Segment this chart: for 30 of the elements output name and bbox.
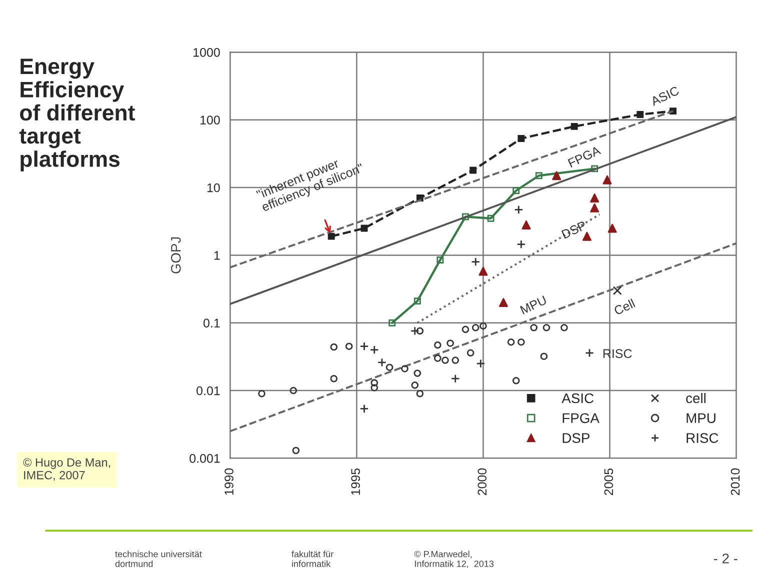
x-tick-label: 2005 <box>604 468 614 496</box>
legend-label: ASIC <box>562 393 594 404</box>
legend-label: DSP <box>562 433 590 443</box>
legend-label: FPGA <box>562 413 600 424</box>
y-axis-title: GOPJ <box>170 237 181 274</box>
annotation: ASIC <box>650 86 680 106</box>
x-tick-label: 1995 <box>351 468 360 495</box>
text: - 2 - <box>714 554 738 564</box>
annotation: MPU <box>520 296 547 314</box>
x-tick-label: 2000 <box>478 468 487 496</box>
y-tick-label: 1 <box>214 251 220 260</box>
text: technische universität dortmund <box>115 550 202 567</box>
x-tick-label: 2010 <box>730 468 740 496</box>
text: fakultät für informatik <box>292 550 334 567</box>
y-tick-label: 0.001 <box>190 454 220 463</box>
legend-label: RISC <box>686 433 718 443</box>
text: Energy Efficiency of different target platforms <box>19 58 135 172</box>
text: © Hugo De Man, IMEC, 2007 <box>23 458 110 481</box>
y-tick-label: 0.01 <box>196 386 220 396</box>
y-tick-label: 0.1 <box>203 318 220 328</box>
y-tick-label: 1000 <box>194 48 220 57</box>
x-tick-label: 1990 <box>224 468 234 495</box>
annotation: FPGA <box>568 146 602 168</box>
text: © P.Marwedel, Informatik 12, 2013 <box>414 550 494 568</box>
legend-label: MPU <box>686 413 716 424</box>
annotation: Cell <box>613 298 636 316</box>
annotation: DSP <box>561 220 587 239</box>
y-tick-label: 10 <box>207 183 220 192</box>
legend-label: cell <box>686 392 706 404</box>
y-tick-label: 100 <box>200 116 220 125</box>
